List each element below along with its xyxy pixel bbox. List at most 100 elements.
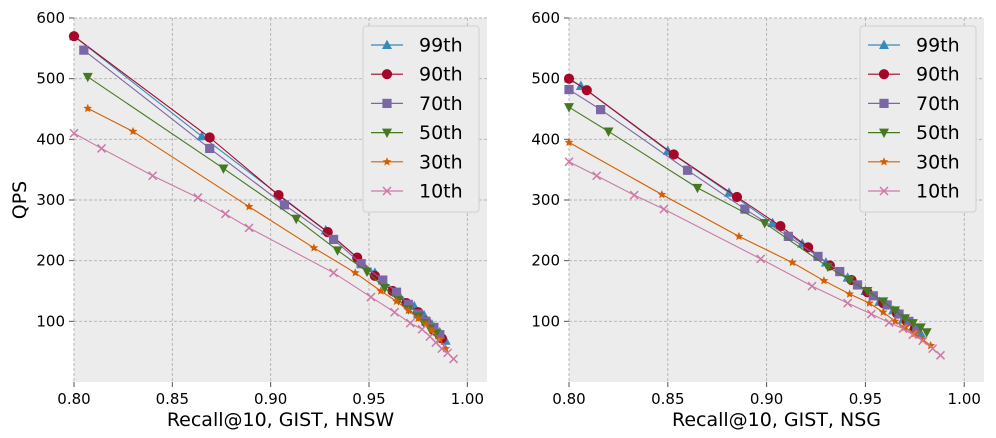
x-tick-label-nsg: 0.85 [651, 390, 684, 408]
data-point-10th [390, 307, 400, 317]
data-point-50th [692, 183, 703, 194]
data-point-90th [803, 242, 814, 253]
data-point-50th [332, 246, 343, 256]
data-point-10th [437, 344, 447, 354]
data-point-50th [907, 319, 918, 329]
data-point-90th [775, 220, 786, 232]
data-point-30th [392, 296, 401, 306]
data-point-70th [435, 330, 445, 340]
data-point-10th [807, 281, 817, 291]
data-point-10th [148, 171, 158, 181]
legend-label: 99th [916, 35, 960, 57]
data-point-50th [218, 164, 229, 174]
x-tick-label-hnsw: 1.00 [451, 390, 484, 408]
x-tick-label-hnsw: 0.85 [156, 390, 189, 408]
data-point-30th [926, 341, 936, 350]
legend-box [362, 25, 480, 213]
data-point-10th [898, 324, 908, 334]
data-point-90th [563, 73, 575, 84]
legend-item-90th: 90th [371, 64, 463, 86]
data-point-10th [564, 157, 574, 167]
data-point-10th [193, 193, 203, 203]
legend-marker-70th [382, 98, 392, 108]
data-point-10th [659, 204, 669, 214]
data-point-30th [350, 268, 360, 277]
legend-label: 70th [419, 93, 463, 115]
data-point-50th [291, 214, 302, 225]
data-point-50th [915, 323, 926, 333]
legend-item-70th: 70th [371, 93, 463, 115]
data-point-70th [564, 84, 574, 95]
data-point-30th [890, 316, 900, 326]
data-point-30th [564, 137, 574, 147]
y-tick-label-hnsw: 200 [36, 252, 65, 270]
data-point-90th [731, 191, 743, 203]
data-point-50th [822, 262, 833, 273]
data-point-10th [866, 309, 876, 319]
legend-label: 70th [916, 93, 960, 115]
data-point-50th [82, 72, 93, 83]
data-point-30th [83, 103, 93, 113]
series-10th-hnsw [69, 128, 459, 364]
y-tick-label-hnsw: 600 [36, 9, 65, 27]
data-point-50th [362, 267, 373, 277]
data-point-30th [734, 231, 744, 241]
legend-label: 10th [419, 181, 463, 203]
data-point-30th [244, 202, 254, 211]
data-point-70th [279, 200, 290, 210]
y-tick-label-hnsw: 500 [36, 70, 65, 88]
legend-marker-50th [879, 128, 889, 138]
series-10th-nsg [564, 157, 946, 360]
data-point-50th [379, 283, 390, 294]
legend-item-30th: 30th [868, 151, 960, 173]
y-axis-label: QPS [9, 181, 31, 219]
x-tick-label-hnsw: 0.95 [352, 390, 385, 408]
y-tick-label-hnsw: 400 [36, 130, 65, 148]
legend-marker-90th [878, 69, 890, 80]
data-point-10th [629, 190, 639, 200]
y-tick-label-nsg: 500 [531, 70, 560, 88]
legend-label: 90th [419, 64, 463, 86]
legend-label: 30th [419, 151, 463, 173]
data-point-30th [787, 257, 797, 267]
data-point-30th [918, 334, 928, 344]
data-point-90th [668, 149, 679, 160]
y-tick-label-nsg: 200 [531, 252, 560, 270]
data-point-70th [391, 287, 402, 297]
legend-marker-70th [879, 98, 889, 108]
data-point-50th [603, 127, 614, 137]
data-point-10th [69, 128, 79, 138]
legend-marker-10th [382, 186, 392, 196]
data-point-10th [417, 324, 427, 334]
data-point-70th [596, 105, 606, 115]
data-point-70th [835, 266, 845, 277]
data-point-50th [844, 276, 855, 286]
legend-item-30th: 30th [371, 151, 463, 173]
data-point-10th [449, 354, 459, 364]
legend-item-10th: 10th [868, 181, 960, 203]
legend-label: 99th [419, 35, 463, 57]
data-point-70th [378, 275, 388, 285]
data-point-50th [759, 219, 770, 229]
legend-marker-30th [382, 157, 392, 166]
data-point-30th [376, 286, 386, 295]
data-point-90th [204, 132, 215, 143]
data-point-10th [884, 318, 894, 328]
legend-box [859, 25, 977, 213]
data-point-10th [928, 344, 938, 354]
data-point-90th [68, 31, 80, 42]
legend-marker-90th [381, 69, 393, 80]
data-point-70th [356, 259, 366, 269]
x-tick-label-hnsw: 0.80 [57, 390, 90, 408]
data-point-70th [329, 234, 339, 245]
data-point-70th [79, 45, 89, 55]
data-point-30th [865, 298, 874, 307]
legend-item-10th: 10th [371, 181, 463, 203]
data-point-10th [918, 336, 928, 346]
data-point-10th [405, 318, 415, 328]
y-tick-label-nsg: 600 [531, 9, 560, 27]
data-point-70th [403, 299, 413, 309]
data-point-50th [899, 314, 910, 324]
data-point-10th [329, 268, 339, 278]
